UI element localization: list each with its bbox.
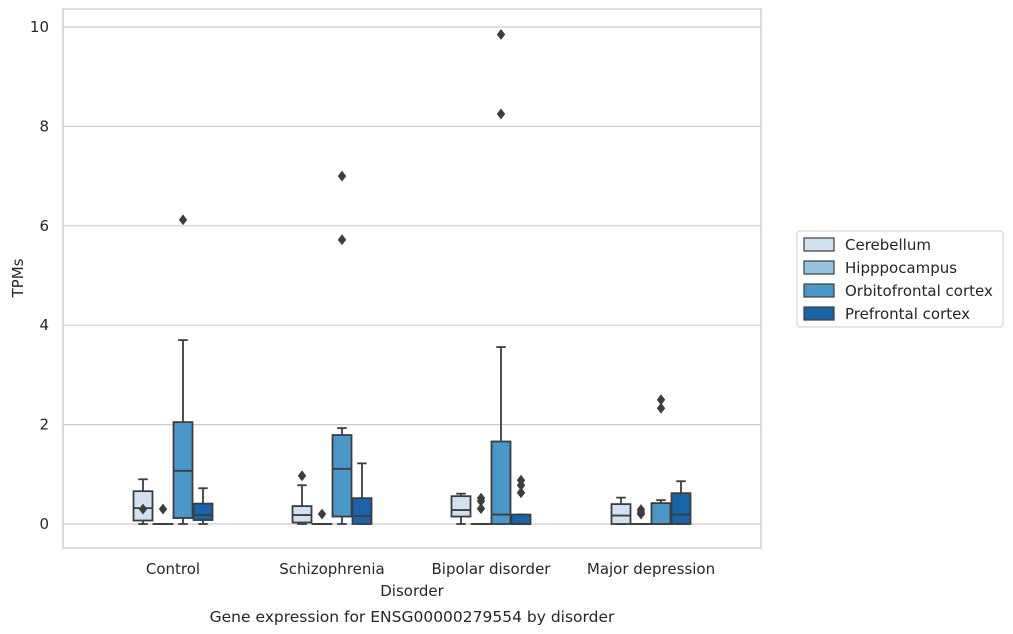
outlier-point bbox=[656, 394, 666, 406]
box-iqr bbox=[610, 503, 632, 525]
legend-label: Prefrontal cortex bbox=[845, 305, 970, 323]
outlier-point bbox=[656, 402, 666, 414]
box-group bbox=[172, 214, 194, 525]
box-group bbox=[650, 394, 672, 525]
box-series bbox=[132, 28, 692, 525]
outlier-point bbox=[158, 503, 168, 515]
box-group bbox=[670, 480, 692, 525]
legend-swatch bbox=[803, 306, 835, 321]
box-group bbox=[470, 492, 492, 525]
y-tick-label: 8 bbox=[39, 117, 49, 135]
x-tick-label: Schizophrenia bbox=[279, 560, 384, 578]
box-iqr bbox=[450, 495, 472, 518]
box-group bbox=[132, 478, 154, 525]
outlier-point bbox=[337, 234, 347, 246]
outlier-point bbox=[476, 492, 486, 504]
legend-label: Hipppocampus bbox=[845, 259, 957, 277]
y-axis-title: TPMs bbox=[9, 258, 27, 298]
y-tick-label: 4 bbox=[39, 316, 49, 334]
outlier-point bbox=[496, 28, 506, 40]
box-group bbox=[351, 462, 373, 525]
box-iqr bbox=[351, 497, 373, 525]
x-tick-labels: Control Schizophrenia Bipolar disorder Majo… bbox=[146, 560, 715, 578]
y-tick-label: 0 bbox=[39, 515, 49, 533]
legend: Cerebellum Hipppocampus Orbitofrontal cort… bbox=[796, 230, 1004, 328]
outlier-point bbox=[178, 214, 188, 226]
legend-swatch bbox=[803, 237, 835, 252]
x-axis-title: Disorder bbox=[380, 582, 444, 600]
y-tick-labels: 0 2 4 6 8 10 bbox=[30, 18, 49, 533]
legend-swatch bbox=[803, 260, 835, 275]
outlier-point bbox=[516, 474, 526, 486]
outlier-point bbox=[516, 487, 526, 499]
x-tick-label: Major depression bbox=[587, 560, 715, 578]
outlier-point bbox=[337, 170, 347, 182]
outlier-point bbox=[317, 508, 327, 520]
plot-area-frame bbox=[62, 8, 762, 549]
box-group bbox=[152, 503, 174, 525]
box-group bbox=[630, 504, 652, 525]
y-tick-label: 2 bbox=[39, 416, 49, 434]
box-group bbox=[450, 492, 472, 525]
y-tick-label: 10 bbox=[30, 18, 49, 36]
box-group bbox=[192, 487, 214, 525]
box-group bbox=[311, 508, 333, 525]
outlier-point bbox=[636, 504, 646, 516]
legend-label: Orbitofrontal cortex bbox=[845, 282, 993, 300]
legend-frame bbox=[796, 230, 1004, 328]
chart-caption: Gene expression for ENSG00000279554 by d… bbox=[210, 608, 615, 626]
outlier-point bbox=[297, 470, 307, 482]
box-group bbox=[510, 474, 532, 525]
box-iqr bbox=[490, 440, 512, 525]
x-tick-label: Control bbox=[146, 560, 200, 578]
outlier-point bbox=[496, 108, 506, 120]
legend-swatch bbox=[803, 283, 835, 298]
box-group bbox=[331, 170, 353, 525]
box-iqr bbox=[650, 502, 672, 525]
box-iqr bbox=[192, 502, 214, 521]
y-gridlines bbox=[63, 26, 761, 525]
legend-label: Cerebellum bbox=[845, 236, 931, 254]
box-iqr bbox=[670, 492, 692, 525]
outlier-point bbox=[476, 503, 486, 515]
box-group bbox=[610, 496, 632, 525]
box-group bbox=[291, 470, 313, 525]
y-tick-label: 6 bbox=[39, 217, 49, 235]
x-tick-label: Bipolar disorder bbox=[432, 560, 552, 578]
outlier-point bbox=[138, 503, 148, 515]
box-group bbox=[490, 28, 512, 525]
box-iqr bbox=[331, 434, 353, 518]
box-iqr bbox=[510, 513, 532, 525]
